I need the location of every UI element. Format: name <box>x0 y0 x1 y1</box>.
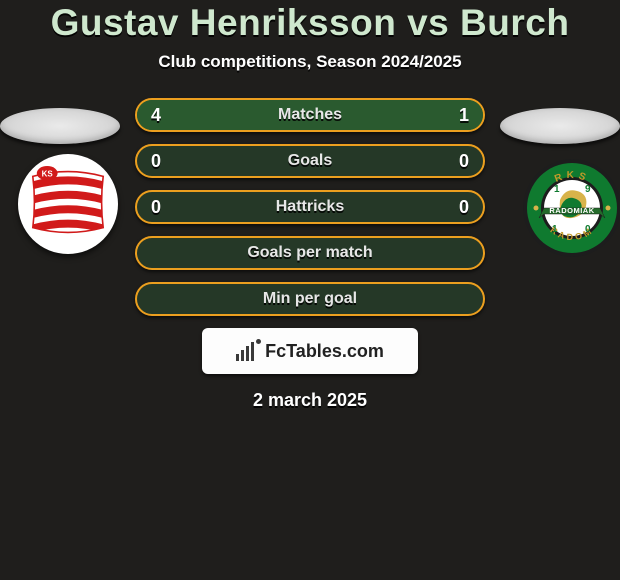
left-player-oval <box>0 108 120 144</box>
stat-row-matches: 4 Matches 1 <box>135 98 485 132</box>
comparison-card: Gustav Henriksson vs Burch Club competit… <box>0 0 620 411</box>
right-value: 1 <box>459 100 469 130</box>
cracovia-crest-icon: KS <box>28 162 108 247</box>
stat-label: Goals <box>288 152 332 170</box>
main-area: KS RKS RADOM <box>0 92 620 411</box>
date-label: 2 march 2025 <box>0 390 620 411</box>
left-fill <box>137 100 414 130</box>
stat-row-hattricks: 0 Hattricks 0 <box>135 190 485 224</box>
stat-rows: 4 Matches 1 0 Goals 0 0 Hattricks 0 Goal… <box>135 92 485 316</box>
right-player-oval <box>500 108 620 144</box>
svg-text:RADOMIAK: RADOMIAK <box>549 206 594 215</box>
right-fill <box>414 100 483 130</box>
stat-label: Matches <box>278 106 342 124</box>
branding-box: FcTables.com <box>202 328 418 374</box>
left-value: 0 <box>151 146 161 176</box>
stat-row-gpm: Goals per match <box>135 236 485 270</box>
left-value: 0 <box>151 192 161 222</box>
stat-label: Goals per match <box>247 244 372 262</box>
stat-label: Min per goal <box>263 290 357 308</box>
subtitle: Club competitions, Season 2024/2025 <box>0 52 620 72</box>
brand-bars-icon <box>236 342 254 361</box>
svg-text:1: 1 <box>554 184 560 195</box>
page-title: Gustav Henriksson vs Burch <box>0 2 620 44</box>
right-value: 0 <box>459 192 469 222</box>
svg-text:1: 1 <box>552 224 558 235</box>
svg-text:9: 9 <box>585 184 591 195</box>
stat-row-goals: 0 Goals 0 <box>135 144 485 178</box>
svg-text:0: 0 <box>585 224 591 235</box>
left-club-badge: KS <box>18 154 118 254</box>
right-value: 0 <box>459 146 469 176</box>
brand-dot-icon <box>256 339 261 344</box>
brand-text: FcTables.com <box>265 341 384 362</box>
left-value: 4 <box>151 100 161 130</box>
stat-label: Hattricks <box>276 198 344 216</box>
radomiak-crest-icon: RKS RADOM 1 9 1 0 RADOMIAK <box>522 158 618 254</box>
svg-text:KS: KS <box>42 169 54 178</box>
stat-row-mpg: Min per goal <box>135 282 485 316</box>
right-club-badge: RKS RADOM 1 9 1 0 RADOMIAK <box>520 156 620 256</box>
